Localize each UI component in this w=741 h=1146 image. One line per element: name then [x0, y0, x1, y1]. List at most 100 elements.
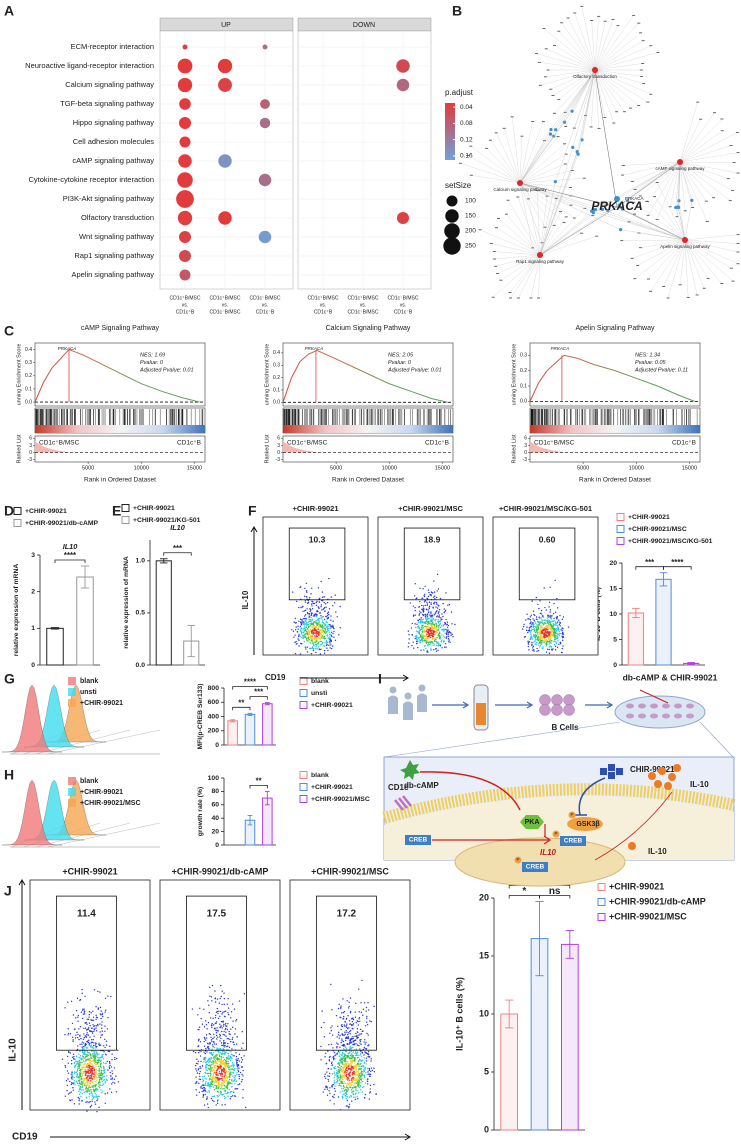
event: [98, 1106, 100, 1109]
event: [541, 630, 543, 633]
event: [100, 1084, 102, 1086]
event: [344, 1045, 346, 1047]
event: [95, 1006, 97, 1008]
event: [538, 617, 540, 620]
event: [88, 1014, 90, 1016]
event: [234, 1082, 236, 1085]
event: [227, 1065, 229, 1067]
event: [205, 1034, 208, 1036]
event: [101, 1034, 104, 1036]
event: [533, 634, 536, 637]
event: [92, 1019, 95, 1022]
event: [218, 1058, 220, 1060]
significance-label: ***: [645, 558, 655, 567]
event: [218, 1066, 221, 1068]
event: [311, 605, 313, 607]
event: [99, 1013, 101, 1015]
event: [337, 1034, 340, 1036]
event: [244, 1106, 247, 1109]
event: [418, 638, 420, 640]
event: [207, 1046, 209, 1048]
event: [300, 635, 302, 637]
event: [309, 642, 312, 644]
event: [197, 1014, 199, 1016]
event: [543, 633, 546, 635]
event: [545, 636, 548, 638]
event: [426, 631, 428, 634]
event: [101, 1084, 104, 1087]
event: [418, 641, 420, 643]
event: [333, 636, 335, 639]
event: [195, 1082, 198, 1084]
event: [329, 647, 331, 649]
colorbar: [445, 103, 455, 160]
event: [319, 653, 322, 655]
event: [527, 631, 529, 634]
event: [324, 1056, 326, 1058]
event: [197, 1040, 200, 1042]
event: [219, 1092, 221, 1094]
event: [315, 651, 317, 654]
event: [77, 1014, 80, 1017]
legend-label: +CHIR-99021: [628, 514, 670, 521]
event: [311, 619, 313, 622]
event: [84, 1060, 86, 1063]
event: [217, 1012, 219, 1015]
event: [429, 594, 431, 596]
event: [216, 1079, 218, 1081]
event: [312, 615, 315, 617]
event: [232, 1071, 234, 1073]
event: [311, 612, 313, 615]
event: [538, 607, 540, 610]
event: [527, 641, 530, 644]
event: [428, 607, 431, 610]
event: [228, 1065, 230, 1067]
event: [528, 649, 530, 651]
event: [238, 1075, 240, 1078]
event: [222, 1069, 225, 1071]
event: [99, 1006, 102, 1009]
event: [418, 632, 421, 635]
event: [416, 626, 419, 628]
event: [89, 1106, 92, 1108]
event: [90, 1039, 93, 1041]
event: [407, 630, 410, 632]
event: [443, 608, 445, 610]
event: [432, 644, 434, 647]
event: [421, 637, 423, 639]
event: [215, 1014, 217, 1017]
y-tick-label: 40: [211, 815, 219, 822]
event: [367, 1053, 369, 1055]
y-axis-label: Ranked List: [511, 434, 517, 464]
event: [430, 631, 433, 634]
event: [66, 1089, 68, 1092]
x-tick-label: CD1c⁺B: [314, 309, 333, 315]
event: [109, 1064, 111, 1067]
event: [91, 1098, 94, 1100]
event: [423, 635, 426, 637]
event: [198, 1073, 201, 1075]
event: [86, 1085, 88, 1087]
event: [430, 591, 433, 593]
legend-label: +CHIR-99021/MSC/KG-501: [628, 538, 713, 545]
event: [102, 1075, 104, 1078]
event: [347, 1077, 350, 1080]
event: [82, 1066, 85, 1069]
x-axis-label: Rank in Ordered Dataset: [84, 477, 156, 484]
event: [422, 621, 424, 624]
flow-title: +CHIR-99021: [292, 504, 338, 513]
event: [89, 1053, 91, 1055]
event: [430, 649, 432, 651]
event: [551, 630, 553, 632]
event: [444, 609, 447, 612]
event: [323, 635, 326, 638]
event: [330, 631, 333, 633]
event: [92, 1078, 94, 1080]
event: [230, 1079, 233, 1082]
event: [109, 1062, 111, 1064]
event: [427, 623, 430, 625]
event: [436, 641, 439, 644]
event: [222, 1059, 225, 1062]
event: [243, 993, 246, 995]
event: [332, 632, 334, 635]
